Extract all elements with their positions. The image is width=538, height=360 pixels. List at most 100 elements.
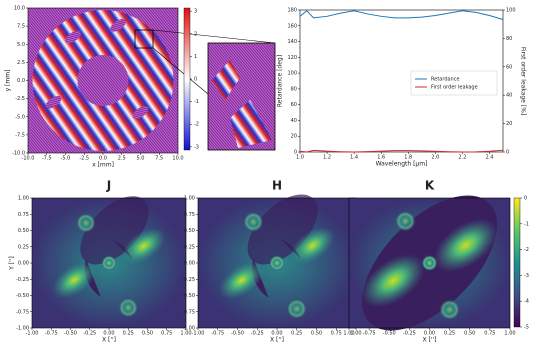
y-tick-label: 120 bbox=[287, 55, 297, 61]
x-tick-label: -0.50 bbox=[231, 331, 244, 337]
series-line bbox=[299, 149, 504, 153]
lobe bbox=[433, 218, 498, 272]
core bbox=[269, 255, 285, 271]
y-tick-label: 0.00 bbox=[184, 261, 195, 267]
phase-segment bbox=[45, 95, 62, 109]
x-tick-label: 5.0 bbox=[137, 156, 145, 162]
x-tick-label: -0.75 bbox=[45, 331, 58, 337]
y-tick-label: 0 bbox=[294, 150, 297, 156]
x-tick-label: 0.50 bbox=[311, 331, 322, 337]
legend-box bbox=[410, 70, 498, 96]
lobe bbox=[361, 254, 426, 308]
y-tick-label: 1.00 bbox=[184, 196, 195, 202]
colorbar-tick-label: -2 bbox=[524, 247, 529, 253]
x-tick-label: -2.5 bbox=[79, 156, 89, 162]
y-tick-label: -7.5 bbox=[15, 132, 25, 138]
zoom-line bbox=[152, 29, 276, 44]
x-tick-label: 0.75 bbox=[331, 331, 342, 337]
y-tick-label: 0.25 bbox=[184, 244, 195, 250]
colorbar-tick-label: 0 bbox=[524, 196, 527, 202]
x-tick-label: 1.6 bbox=[377, 155, 385, 161]
x-tick-label: 1.00 bbox=[350, 331, 361, 337]
y-tick-label: -5.0 bbox=[15, 114, 25, 120]
x-tick-label: 0.25 bbox=[444, 331, 455, 337]
x-tick-label: -0.25 bbox=[403, 331, 416, 337]
y-axis-label: y [mm] bbox=[5, 70, 12, 92]
x-tick-label: 1.00 bbox=[343, 331, 354, 337]
y-tick-label: 0.75 bbox=[18, 212, 29, 218]
colorbar bbox=[183, 7, 191, 151]
colorbar-tick-label: -1 bbox=[524, 221, 529, 227]
x-tick-label: 2.5 bbox=[118, 156, 126, 162]
x-tick-label: 2.4 bbox=[485, 155, 493, 161]
colorbar-tick-label: -4 bbox=[524, 299, 529, 305]
zoom-box bbox=[134, 29, 154, 49]
legend-label: First order leakage bbox=[431, 85, 478, 91]
y-tick-label: 10.0 bbox=[14, 6, 25, 12]
x-tick-label: 0.50 bbox=[464, 331, 475, 337]
ghost bbox=[243, 211, 264, 233]
x-axis-label: X [''] bbox=[102, 337, 116, 344]
x-tick-label: 2.0 bbox=[431, 155, 439, 161]
x-axis-label: Wavelength [μm] bbox=[376, 161, 428, 168]
y-tick-label: -0.50 bbox=[182, 293, 195, 299]
x-tick-label: 0.00 bbox=[424, 331, 435, 337]
plot-frame bbox=[299, 9, 504, 153]
y2-tick-label: 20 bbox=[506, 121, 512, 127]
lobe bbox=[52, 261, 97, 299]
y-tick-label: 20 bbox=[291, 134, 297, 140]
x-axis-label: X [''] bbox=[423, 337, 437, 344]
y-tick-label: 100 bbox=[287, 71, 297, 77]
y-tick-label: 7.5 bbox=[17, 24, 25, 30]
x-tick-label: 1.00 bbox=[504, 331, 515, 337]
x-tick-label: 1.0 bbox=[296, 155, 304, 161]
series-line bbox=[299, 10, 504, 20]
y-tick-label: -0.25 bbox=[182, 277, 195, 283]
x-tick-label: -0.75 bbox=[211, 331, 224, 337]
y-tick-label: 0.75 bbox=[184, 212, 195, 218]
y-tick-label: 0.50 bbox=[18, 228, 29, 234]
dark-zone bbox=[247, 194, 318, 265]
colorbar-tick-label: -5 bbox=[524, 325, 529, 331]
y-tick-label: 2.5 bbox=[17, 60, 25, 66]
y-tick-label: -0.25 bbox=[16, 277, 29, 283]
x-tick-label: 0.0 bbox=[99, 156, 107, 162]
x-tick-label: 0.75 bbox=[161, 331, 172, 337]
panel-title: H bbox=[272, 179, 282, 193]
x-tick-label: 0.75 bbox=[484, 331, 495, 337]
x-tick-label: 0.00 bbox=[103, 331, 114, 337]
colorbar-tick-label: -1 bbox=[194, 99, 199, 105]
x-tick-label: -0.50 bbox=[383, 331, 396, 337]
x-tick-label: -10.0 bbox=[22, 156, 35, 162]
ghost bbox=[394, 210, 416, 232]
phase-segment bbox=[110, 19, 126, 32]
legend-label: Retardance bbox=[431, 77, 460, 83]
lobe bbox=[121, 227, 166, 265]
y-tick-label: 0.25 bbox=[18, 244, 29, 250]
phase-segment bbox=[132, 106, 149, 119]
y-tick-label: -0.75 bbox=[182, 309, 195, 315]
core bbox=[421, 254, 438, 272]
y-tick-label: 180 bbox=[287, 8, 297, 14]
ghost bbox=[118, 297, 139, 318]
ghost bbox=[439, 299, 461, 321]
x-tick-label: -0.25 bbox=[251, 331, 264, 337]
y2-tick-label: 80 bbox=[506, 36, 512, 42]
x-tick-label: 1.8 bbox=[404, 155, 412, 161]
x-tick-label: -0.25 bbox=[83, 331, 96, 337]
y-tick-label: 140 bbox=[287, 39, 297, 45]
x-tick-label: 10.0 bbox=[172, 156, 183, 162]
y-tick-label: -1.00 bbox=[182, 326, 195, 332]
x-tick-label: 1.00 bbox=[180, 331, 191, 337]
y2-tick-label: 100 bbox=[506, 8, 516, 14]
y-tick-label: 60 bbox=[291, 102, 297, 108]
colorbar-tick-label: -3 bbox=[524, 273, 529, 279]
colorbar-tick-label: 2 bbox=[194, 31, 197, 37]
x-tick-label: -0.50 bbox=[64, 331, 77, 337]
x-tick-label: 0.50 bbox=[142, 331, 153, 337]
y-tick-label: 1.00 bbox=[18, 196, 29, 202]
colorbar-tick-label: 1 bbox=[194, 54, 197, 60]
x-tick-label: -1.00 bbox=[26, 331, 39, 337]
x-tick-label: -0.75 bbox=[363, 331, 376, 337]
